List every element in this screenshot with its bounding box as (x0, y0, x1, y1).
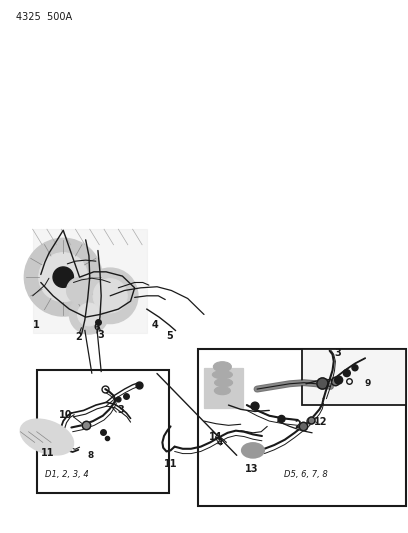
Text: 11: 11 (40, 448, 54, 458)
Text: 9: 9 (364, 379, 370, 388)
Text: 4325  500A: 4325 500A (16, 12, 73, 22)
Bar (302, 349, 406, 405)
Bar (37, 370, 169, 493)
Circle shape (343, 369, 350, 377)
Text: 13: 13 (245, 464, 259, 474)
Text: 10: 10 (59, 410, 72, 419)
Bar (198, 349, 406, 506)
Circle shape (307, 418, 313, 424)
Text: 6: 6 (94, 324, 100, 332)
Circle shape (69, 295, 109, 334)
Text: 11: 11 (164, 459, 177, 470)
Text: 1: 1 (33, 320, 40, 330)
Text: D1, 2, 3, 4: D1, 2, 3, 4 (45, 470, 89, 479)
Text: 3: 3 (335, 348, 341, 358)
Text: 12: 12 (314, 417, 328, 427)
Text: 5: 5 (166, 331, 173, 341)
Text: 14: 14 (208, 432, 222, 442)
Circle shape (39, 253, 88, 302)
Ellipse shape (242, 443, 264, 458)
Circle shape (93, 279, 127, 313)
Circle shape (251, 402, 259, 410)
Bar (204, 368, 243, 408)
Ellipse shape (215, 378, 233, 387)
Ellipse shape (214, 386, 231, 395)
Text: 7: 7 (48, 433, 54, 441)
Text: D5, 6, 7, 8: D5, 6, 7, 8 (284, 470, 328, 479)
Text: 3: 3 (98, 330, 104, 340)
Text: 4: 4 (152, 320, 158, 330)
Text: 4: 4 (216, 438, 223, 447)
Circle shape (67, 278, 93, 303)
Text: 8: 8 (87, 451, 94, 460)
Circle shape (278, 415, 285, 423)
Text: 3: 3 (118, 406, 124, 415)
Circle shape (53, 267, 73, 287)
Circle shape (82, 268, 138, 324)
Ellipse shape (213, 362, 231, 372)
Text: 2: 2 (75, 333, 82, 342)
Ellipse shape (20, 419, 73, 455)
Bar (33, 229, 147, 333)
Text: 2: 2 (295, 421, 301, 430)
Ellipse shape (212, 370, 233, 379)
Circle shape (352, 365, 358, 371)
Circle shape (78, 303, 100, 326)
Circle shape (335, 376, 343, 384)
Circle shape (24, 238, 102, 316)
